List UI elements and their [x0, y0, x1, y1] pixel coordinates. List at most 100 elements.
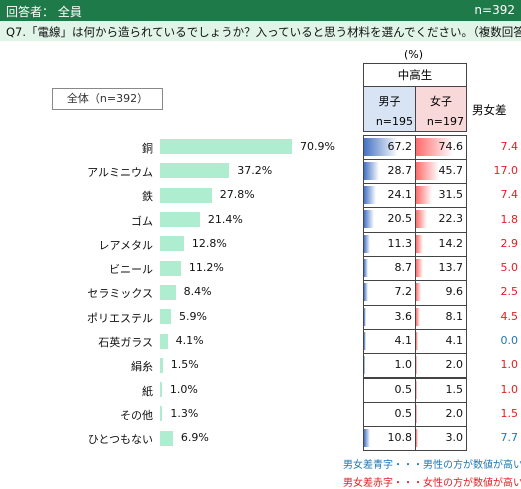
male-bar [364, 429, 370, 448]
male-bar [364, 137, 399, 156]
overall-value-label: 5.9% [178, 309, 207, 323]
male-n-label: n=195 [375, 115, 413, 128]
diff-value: 7.7 [500, 431, 519, 445]
male-bar [364, 331, 367, 350]
male-bar [364, 283, 368, 302]
female-label: 女子 [430, 95, 452, 108]
overall-value-label: 21.4% [207, 212, 243, 226]
female-value: 3.0 [445, 431, 464, 445]
male-cell: 0.5 [363, 377, 416, 403]
category-label: ビニール [109, 263, 153, 277]
overall-bar [160, 212, 200, 228]
female-bar [416, 380, 417, 399]
female-value: 1.5 [445, 382, 464, 396]
male-value: 4.1 [394, 333, 413, 347]
male-cell: 11.3 [363, 231, 416, 257]
female-n-label: n=197 [426, 115, 464, 128]
male-bar [364, 161, 379, 180]
diff-value: 1.8 [500, 212, 519, 226]
male-label: 男子 [378, 95, 401, 108]
overall-value-label: 4.1% [175, 334, 204, 348]
overall-value-label: 6.9% [180, 431, 209, 445]
female-bar [416, 137, 454, 156]
category-label: レアメタル [98, 238, 153, 252]
diff-value: 7.4 [500, 188, 519, 202]
female-cell: 3.0 [415, 426, 467, 452]
respondent-header: 回答者： 全員 n=392 [0, 0, 521, 21]
unit-label: (%) [404, 48, 424, 61]
female-value: 31.5 [438, 188, 464, 202]
diff-value: 1.0 [500, 358, 519, 372]
diff-value: 4.5 [500, 309, 519, 323]
male-cell: 3.6 [363, 304, 416, 330]
female-value: 13.7 [438, 261, 464, 274]
female-bar [416, 210, 428, 229]
female-value: 8.1 [445, 309, 464, 323]
question-bar: Q7.「電線」は何から造られているでしょうか？入っていると思う材料を選んでくださ… [0, 21, 521, 41]
note-blue: 男女差青字・・・男性の方が数値が高い [343, 460, 521, 471]
category-label: セラミックス [87, 287, 153, 301]
overall-value-label: 70.9% [300, 139, 335, 153]
female-value: 74.6 [438, 139, 464, 153]
overall-value-label: 12.8% [191, 236, 227, 250]
female-cell: 74.6 [415, 134, 467, 160]
female-cell: 8.1 [415, 304, 467, 330]
overall-legend-label: 全体（n=392） [66, 92, 149, 105]
overall-value-label: 11.2% [188, 261, 224, 275]
male-cell: 20.5 [363, 207, 416, 233]
overall-value-label: 27.8% [219, 188, 255, 202]
male-value: 1.0 [394, 358, 413, 372]
female-value: 4.1 [445, 333, 464, 347]
female-bar [416, 356, 417, 375]
overall-bar [160, 236, 184, 252]
male-header: 男子 n=195 [363, 86, 416, 132]
female-cell: 14.2 [415, 231, 467, 257]
female-cell: 13.7 [415, 256, 467, 282]
group-label: 中高生 [397, 68, 433, 82]
category-label: 銅 [142, 141, 153, 155]
female-cell: 9.6 [415, 280, 467, 306]
overall-value-label: 37.2% [237, 163, 273, 177]
note-red: 男女差赤字・・・女性の方が数値が高い [343, 478, 521, 489]
female-cell: 2.0 [415, 353, 467, 379]
overall-bar [160, 309, 171, 325]
overall-bar [160, 406, 163, 422]
overall-value-label: 1.5% [170, 358, 199, 372]
diff-value: 7.4 [500, 139, 519, 153]
overall-bar [160, 382, 162, 398]
category-label: ポリエステル [87, 311, 153, 325]
male-cell: 4.1 [363, 328, 416, 355]
overall-value-label: 1.3% [170, 406, 199, 420]
male-value: 20.5 [387, 212, 413, 226]
diff-header: 男女差 [472, 103, 507, 117]
female-cell: 22.3 [415, 207, 467, 233]
diff-value: 2.9 [500, 236, 519, 250]
female-cell: 31.5 [415, 183, 467, 209]
female-cell: 45.7 [415, 158, 467, 185]
overall-bar [160, 284, 176, 300]
female-bar [416, 331, 419, 350]
male-value: 0.5 [394, 406, 413, 420]
male-cell: 28.7 [363, 158, 416, 185]
female-cell: 2.0 [415, 401, 467, 428]
female-value: 22.3 [438, 212, 464, 226]
female-value: 14.2 [438, 236, 464, 250]
overall-bar [160, 357, 163, 373]
male-value: 11.3 [387, 236, 413, 250]
category-label: アルミニウム [87, 165, 153, 179]
female-bar [416, 429, 418, 448]
female-bar [416, 161, 439, 180]
female-value: 9.6 [445, 285, 464, 299]
overall-bar [160, 260, 181, 276]
diff-value: 2.5 [500, 285, 519, 299]
respondents-count: n=392 [474, 3, 515, 17]
male-cell: 1.0 [363, 353, 416, 379]
category-label: 紙 [142, 384, 153, 398]
male-cell: 8.7 [363, 256, 416, 282]
question-text: Q7.「電線」は何から造られているでしょうか？入っていると思う材料を選んでくださ… [6, 25, 521, 39]
male-bar [364, 210, 375, 229]
female-bar [416, 404, 417, 423]
male-bar [364, 307, 366, 326]
overall-bar [160, 333, 168, 349]
female-header: 女子 n=197 [415, 86, 467, 132]
